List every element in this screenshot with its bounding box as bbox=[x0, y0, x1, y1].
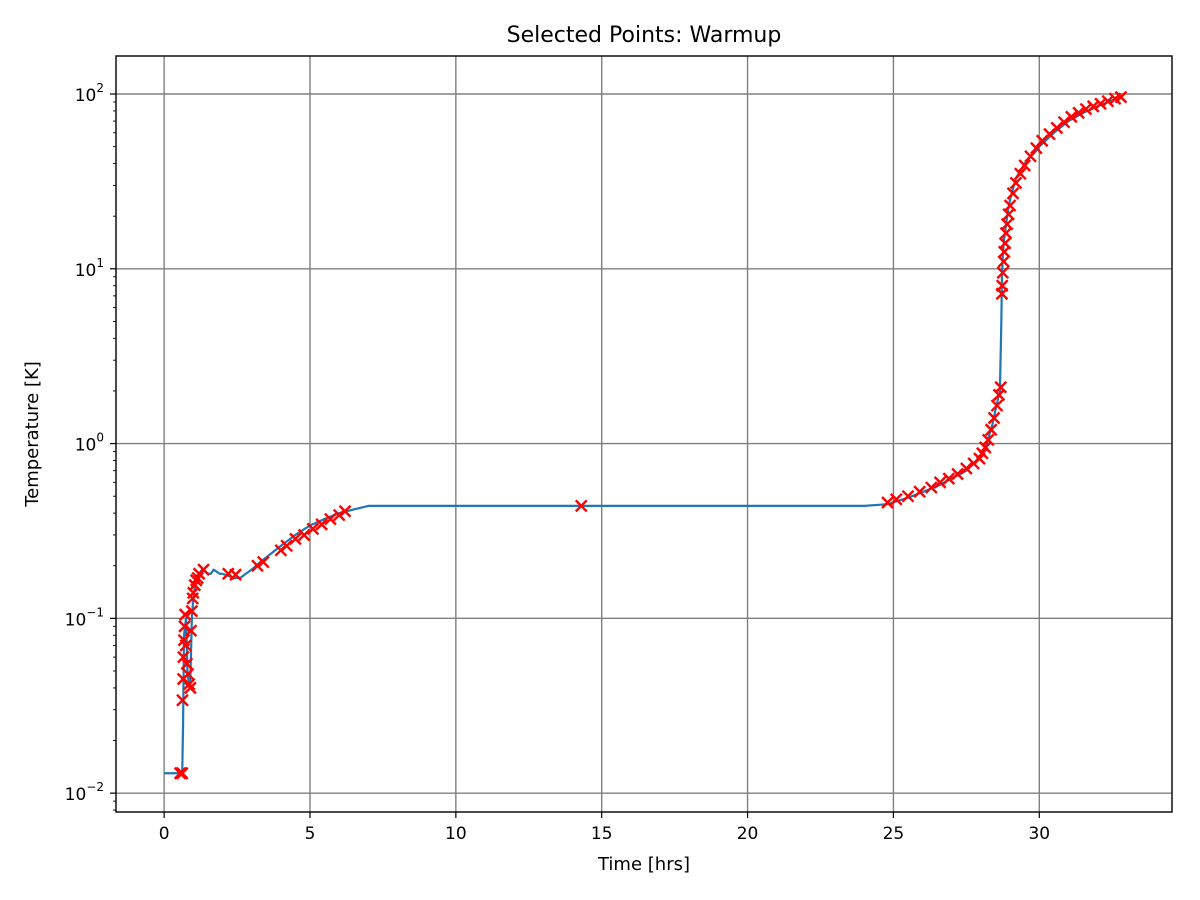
y-tick-label: 100 bbox=[75, 431, 104, 456]
y-axis: 10−2 10−1 100 101 102 bbox=[65, 81, 116, 811]
selected-point-marker bbox=[315, 518, 329, 531]
selected-point-marker bbox=[1072, 106, 1086, 120]
selected-point-marker bbox=[1057, 115, 1071, 129]
selected-point-marker bbox=[338, 504, 352, 518]
selected-point-marker bbox=[1003, 199, 1017, 212]
x-tick-label: 5 bbox=[305, 824, 316, 844]
selected-point-marker bbox=[256, 555, 270, 569]
selected-point-marker bbox=[1065, 110, 1078, 124]
selected-point-marker bbox=[978, 441, 992, 454]
selected-point-marker bbox=[175, 766, 189, 780]
selected-point-marker bbox=[197, 563, 210, 576]
x-axis-label: Time [hrs] bbox=[597, 854, 690, 875]
selected-point-marker bbox=[889, 492, 903, 506]
selected-point-marker bbox=[324, 512, 337, 526]
selected-point-marker bbox=[997, 255, 1011, 268]
x-tick-label: 30 bbox=[1028, 824, 1050, 844]
selected-point-marker bbox=[184, 681, 197, 695]
selected-point-marker bbox=[332, 508, 346, 522]
y-tick-label: 102 bbox=[75, 81, 104, 106]
selected-point-marker bbox=[306, 522, 320, 536]
selected-point-marker bbox=[881, 496, 894, 509]
x-tick-label: 15 bbox=[591, 824, 613, 844]
selected-point-marker bbox=[280, 539, 294, 553]
selected-point-marker bbox=[995, 279, 1009, 293]
x-tick-label: 20 bbox=[737, 824, 759, 844]
selected-point-marker bbox=[1114, 90, 1128, 104]
selected-point-marker bbox=[981, 433, 995, 447]
selected-point-marker bbox=[951, 467, 964, 481]
selected-point-marker bbox=[181, 667, 195, 681]
y-axis-label: Temperature [K] bbox=[22, 361, 43, 508]
y-tick-label: 10−1 bbox=[65, 605, 104, 630]
selected-point-marker bbox=[1018, 159, 1032, 172]
x-tick-label: 10 bbox=[445, 824, 467, 844]
selected-point-marker bbox=[182, 677, 196, 691]
plot-frame bbox=[115, 55, 1173, 813]
selected-point-marker bbox=[984, 423, 998, 437]
selected-point-marker bbox=[1086, 100, 1100, 113]
grid bbox=[116, 56, 1172, 812]
series-markers bbox=[173, 90, 1128, 780]
selected-point-marker bbox=[1094, 97, 1107, 111]
selected-point-marker bbox=[996, 266, 1010, 280]
selected-point-marker bbox=[251, 559, 264, 573]
y-tick-label: 10−2 bbox=[65, 780, 104, 805]
selected-point-marker bbox=[179, 639, 193, 652]
selected-point-marker bbox=[178, 608, 192, 622]
selected-point-marker bbox=[1009, 176, 1023, 190]
selected-point-marker bbox=[998, 236, 1012, 250]
selected-point-marker bbox=[1101, 94, 1115, 108]
selected-point-marker bbox=[1024, 149, 1037, 163]
selected-point-marker bbox=[987, 411, 1001, 425]
selected-point-marker bbox=[229, 568, 242, 581]
selected-point-marker bbox=[901, 489, 915, 503]
selected-point-marker bbox=[289, 532, 302, 546]
selected-point-marker bbox=[1079, 102, 1093, 116]
y-tick-label: 101 bbox=[75, 256, 104, 281]
selected-point-marker bbox=[180, 657, 194, 671]
selected-point-marker bbox=[177, 650, 190, 664]
x-tick-label: 25 bbox=[883, 824, 905, 844]
chart-title: Selected Points: Warmup bbox=[507, 23, 782, 48]
selected-point-marker bbox=[924, 481, 938, 494]
selected-point-marker bbox=[574, 499, 588, 513]
x-tick-label: 0 bbox=[159, 824, 170, 844]
selected-point-marker bbox=[994, 380, 1008, 394]
selected-point-marker bbox=[185, 604, 199, 618]
selected-point-marker bbox=[297, 528, 311, 542]
selected-point-marker bbox=[176, 693, 189, 707]
selected-point-marker bbox=[178, 620, 191, 633]
selected-point-marker bbox=[990, 399, 1004, 412]
selected-point-marker bbox=[933, 476, 947, 489]
selected-point-marker bbox=[1000, 217, 1014, 231]
selected-point-marker bbox=[942, 472, 956, 485]
selected-point-marker bbox=[184, 624, 198, 638]
selected-point-marker bbox=[1006, 187, 1020, 200]
x-axis: 0 5 10 15 20 25 30 bbox=[159, 812, 1050, 844]
selected-point-marker bbox=[959, 462, 973, 475]
selected-point-marker bbox=[1013, 167, 1027, 181]
selected-point-marker bbox=[913, 485, 927, 499]
